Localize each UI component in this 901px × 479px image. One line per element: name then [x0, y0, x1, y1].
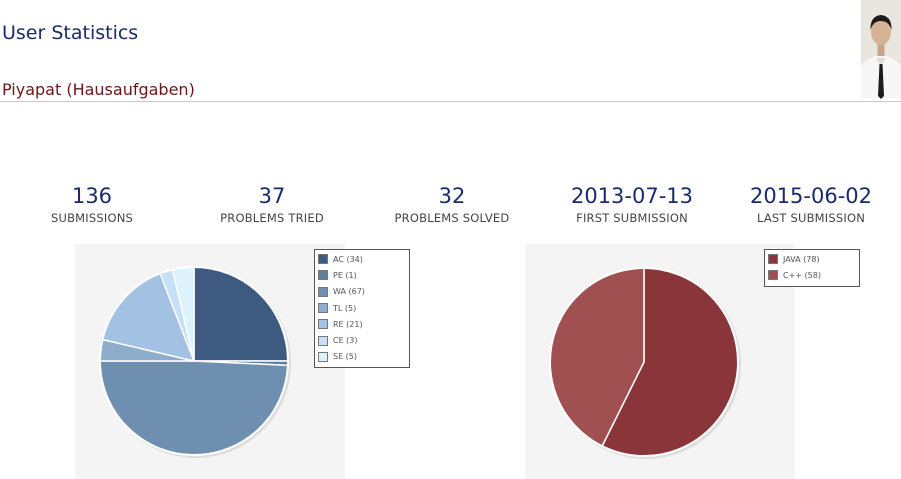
- legend-label: PE (1): [333, 270, 357, 280]
- avatar-photo-icon: [861, 0, 901, 99]
- legend-item: SE (5): [318, 349, 406, 365]
- stat-last-submission: 2015-06-02 LAST SUBMISSION: [726, 183, 896, 225]
- legend-label: CE (3): [333, 336, 358, 346]
- result-pie-svg: [99, 266, 291, 458]
- pie-rim: [549, 267, 739, 457]
- pie-slice: [193, 266, 289, 362]
- language-legend: JAVA (78) C++ (58): [764, 249, 860, 287]
- page-title: User Statistics: [2, 22, 139, 44]
- legend-label: JAVA (78): [783, 254, 820, 264]
- user-name: Piyapat (Hausaufgaben): [2, 80, 195, 99]
- legend-swatch: [768, 270, 778, 281]
- header-divider: [0, 101, 901, 102]
- legend-item: RE (21): [318, 316, 406, 332]
- stat-label: PROBLEMS SOLVED: [394, 211, 510, 225]
- legend-swatch: [318, 286, 328, 297]
- legend-swatch: [318, 319, 328, 330]
- legend-swatch: [318, 270, 328, 281]
- legend-label: WA (67): [333, 287, 365, 297]
- legend-item: CE (3): [318, 332, 406, 348]
- legend-item: AC (34): [318, 251, 406, 267]
- legend-item: PE (1): [318, 267, 406, 283]
- stat-label: SUBMISSIONS: [50, 211, 134, 225]
- avatar: [861, 0, 901, 99]
- result-legend: AC (34) PE (1) WA (67) TL (5) RE (21) CE (3) S…: [314, 249, 410, 369]
- legend-swatch: [318, 303, 328, 314]
- pie-rim: [99, 266, 289, 456]
- legend-label: RE (21): [333, 319, 363, 329]
- legend-label: AC (34): [333, 254, 363, 264]
- legend-item: WA (67): [318, 284, 406, 300]
- legend-swatch: [318, 351, 328, 362]
- stat-value: 2015-06-02: [749, 184, 873, 208]
- stat-label: FIRST SUBMISSION: [576, 211, 688, 225]
- stat-first-submission: 2013-07-13 FIRST SUBMISSION: [547, 183, 717, 225]
- stat-value: 37: [258, 184, 286, 208]
- stat-value: 32: [438, 184, 466, 208]
- stat-value: 2013-07-13: [570, 184, 694, 208]
- legend-swatch: [318, 254, 328, 265]
- stat-label: LAST SUBMISSION: [756, 211, 866, 225]
- language-pie-svg: [549, 267, 741, 459]
- result-pie-chart: [75, 244, 345, 479]
- stat-label: PROBLEMS TRIED: [220, 211, 324, 225]
- legend-label: SE (5): [333, 352, 358, 362]
- legend-swatch: [768, 254, 778, 265]
- legend-label: C++ (58): [783, 270, 821, 280]
- pie-slice: [99, 360, 289, 456]
- legend-label: TL (5): [333, 303, 357, 313]
- stat-problems-tried: 37 PROBLEMS TRIED: [187, 183, 357, 225]
- legend-item: TL (5): [318, 300, 406, 316]
- legend-item: C++ (58): [768, 267, 856, 283]
- language-pie-chart: [525, 244, 795, 479]
- stat-problems-solved: 32 PROBLEMS SOLVED: [367, 183, 537, 225]
- stat-value: 136: [71, 184, 113, 208]
- legend-item: JAVA (78): [768, 251, 856, 267]
- stat-submissions: 136 SUBMISSIONS: [7, 183, 177, 225]
- legend-swatch: [318, 335, 328, 346]
